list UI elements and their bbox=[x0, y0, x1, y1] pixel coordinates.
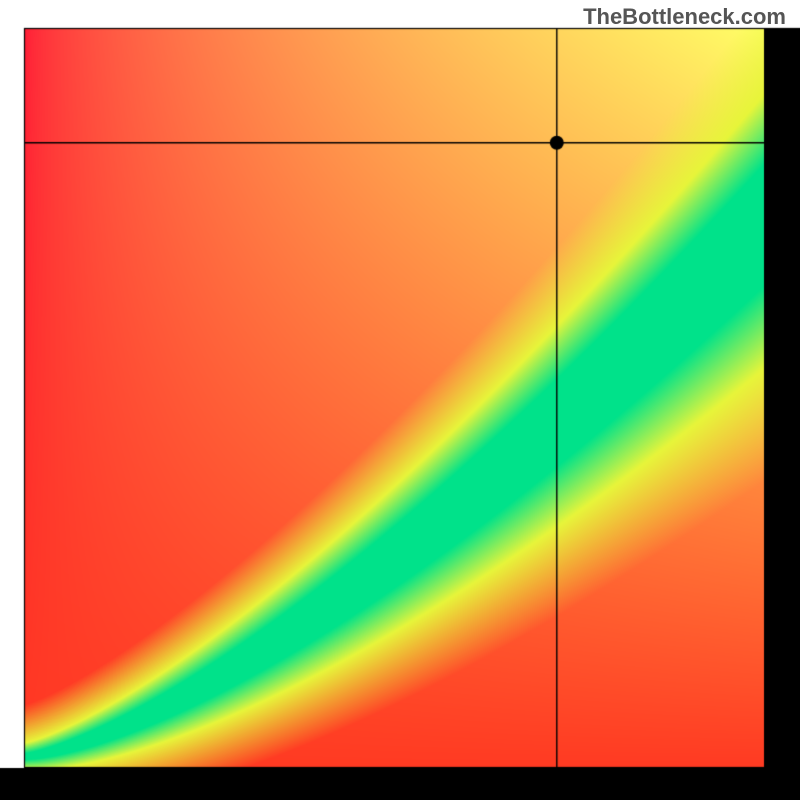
watermark-label: TheBottleneck.com bbox=[583, 4, 786, 30]
bottleneck-heatmap bbox=[0, 0, 800, 800]
